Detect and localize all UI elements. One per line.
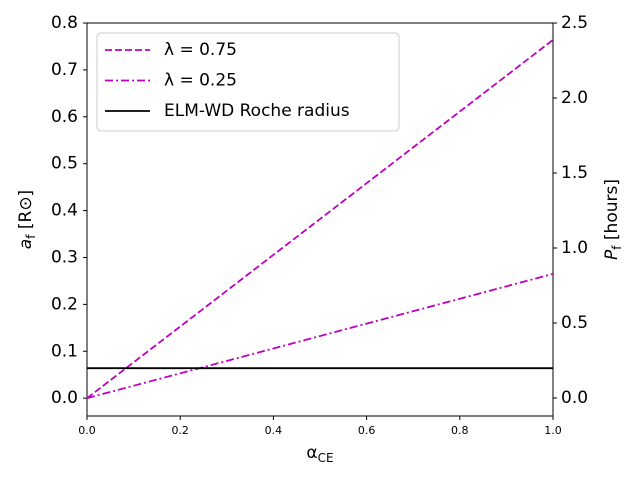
x-axis-label-main: α — [306, 443, 317, 463]
y-tick-label: 0.1 — [51, 341, 78, 361]
x-tick-label: 0.8 — [451, 424, 469, 437]
legend-box — [96, 32, 400, 132]
x-tick-label: 1.0 — [544, 424, 562, 437]
y-tick-label: 0.0 — [51, 388, 78, 408]
x-tick-label: 0.2 — [171, 424, 189, 437]
series-line — [86, 39, 554, 399]
y2-tick-label: 2.0 — [561, 88, 588, 108]
y-tick-label: 0.2 — [51, 294, 78, 314]
y-axis-label-rest: [R⊙] — [16, 190, 36, 235]
y2-tick-label: 1.5 — [561, 163, 588, 183]
x-tick-label: 0.0 — [78, 424, 96, 437]
legend-label: ELM-WD Roche radius — [164, 101, 350, 121]
y2-tick-label: 1.0 — [561, 238, 588, 258]
y-axis-label-sub: f — [24, 234, 38, 239]
y2-tick-label: 0.5 — [561, 313, 588, 333]
y2-axis-label-sub: f — [610, 245, 624, 250]
legend-label: λ = 0.75 — [164, 40, 237, 60]
y-tick-label: 0.4 — [51, 201, 78, 221]
y2-axis-label: Pf [hours] — [602, 179, 624, 260]
series-line — [86, 273, 554, 400]
y-axis-label-main: a — [16, 239, 36, 249]
y-axis-label: af [R⊙] — [16, 190, 38, 249]
x-axis-label-sub: CE — [318, 451, 334, 465]
y-tick-label: 0.3 — [51, 247, 78, 267]
y2-tick-label: 0.0 — [561, 388, 588, 408]
x-axis-label: αCE — [306, 443, 333, 465]
y2-axis-label-rest: [hours] — [602, 179, 622, 245]
plot-frame — [86, 22, 554, 417]
x-tick-label: 0.6 — [358, 424, 376, 437]
y-tick-label: 0.7 — [51, 60, 78, 80]
y-tick-label: 0.8 — [51, 13, 78, 33]
x-tick-label: 0.4 — [265, 424, 283, 437]
y-tick-label: 0.5 — [51, 154, 78, 174]
legend-label: λ = 0.25 — [164, 71, 237, 91]
y-tick-label: 0.6 — [51, 107, 78, 127]
y2-axis-label-main: P — [602, 249, 622, 260]
y2-tick-label: 2.5 — [561, 13, 588, 33]
